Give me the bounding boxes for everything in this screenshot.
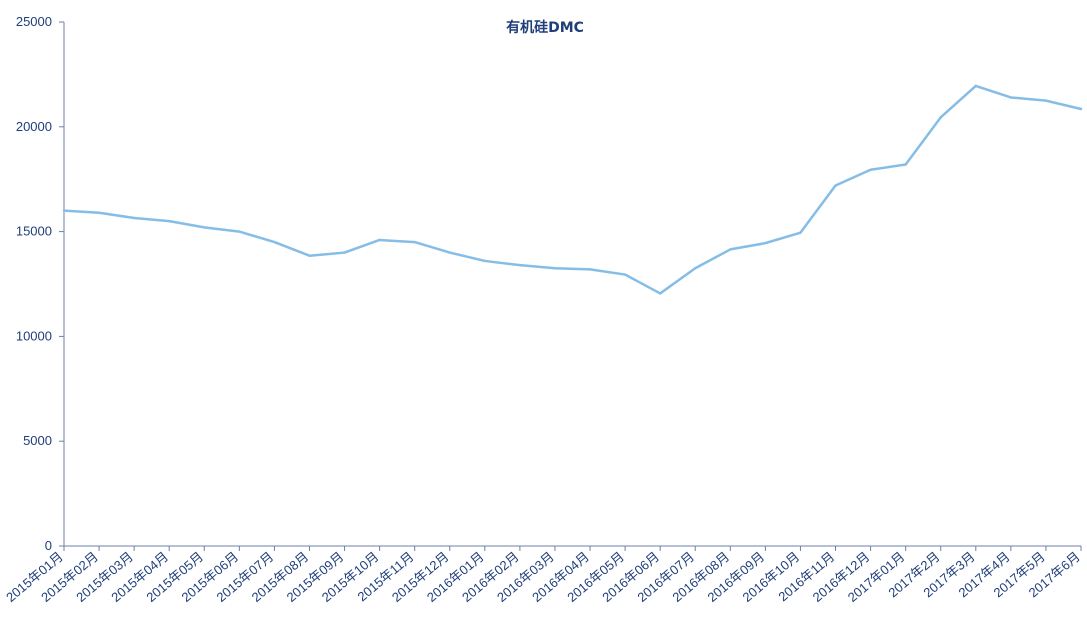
data-point: [764, 241, 767, 245]
y-tick-label: 15000: [16, 224, 52, 239]
data-point: [588, 268, 592, 271]
data-point: [238, 230, 241, 233]
data-point: [97, 211, 101, 214]
y-axis: 0 5000 10000 15000 20000 25000: [16, 14, 65, 553]
y-tick-label: 25000: [16, 14, 52, 29]
data-point: [518, 263, 522, 267]
data-point: [623, 273, 627, 276]
chart-title: 有机硅DMC: [506, 19, 584, 36]
data-point: [203, 226, 206, 229]
data-point: [904, 163, 907, 166]
data-point: [694, 267, 697, 270]
data-point: [273, 240, 276, 244]
data-point: [132, 216, 136, 220]
data-point: [448, 251, 451, 254]
y-tick-label: 20000: [16, 119, 52, 134]
data-point: [974, 84, 977, 88]
data-point: [483, 259, 487, 263]
data-point: [308, 254, 311, 257]
data-point: [658, 292, 662, 295]
data-point: [62, 209, 66, 212]
y-tick-label: 10000: [16, 328, 52, 343]
data-point: [799, 231, 802, 234]
data-point: [869, 168, 872, 171]
data-point: [378, 238, 381, 242]
plot-area: [62, 84, 1083, 295]
data-point: [553, 267, 557, 270]
data-point: [939, 116, 942, 119]
data-point: [834, 184, 837, 187]
data-point: [1079, 107, 1083, 111]
data-point: [343, 251, 346, 254]
data-point: [1009, 96, 1013, 99]
data-point: [168, 219, 171, 223]
y-tick-label: 5000: [23, 433, 52, 448]
x-axis: 2015年01月2015年02月2015年03月2015年04月2015年05月…: [3, 545, 1083, 605]
y-tick-label: 0: [45, 538, 52, 553]
data-point: [729, 248, 732, 251]
data-point: [1044, 99, 1048, 102]
series-line: [62, 84, 1083, 295]
data-point: [413, 240, 416, 244]
